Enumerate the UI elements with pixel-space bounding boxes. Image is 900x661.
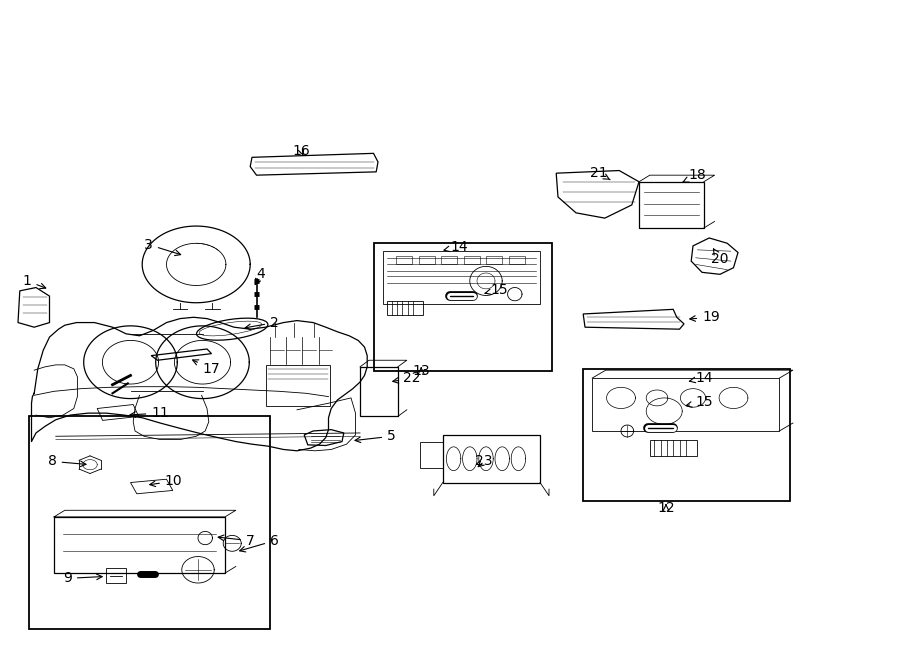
Bar <box>382 251 540 304</box>
Bar <box>266 365 330 406</box>
Bar <box>650 440 697 456</box>
Bar <box>443 435 540 483</box>
Text: 13: 13 <box>412 364 430 379</box>
Bar <box>374 243 552 371</box>
Bar <box>396 256 412 264</box>
Text: 9: 9 <box>63 571 103 586</box>
Text: 16: 16 <box>292 143 310 158</box>
Bar <box>420 442 443 468</box>
Text: 12: 12 <box>657 500 675 515</box>
Text: 19: 19 <box>689 310 720 325</box>
Text: 8: 8 <box>48 454 86 469</box>
Bar <box>592 378 779 431</box>
Text: 10: 10 <box>149 474 183 488</box>
Text: 7: 7 <box>218 533 255 548</box>
Bar <box>29 416 270 629</box>
Bar <box>508 256 525 264</box>
Bar <box>583 369 790 501</box>
Text: 14: 14 <box>444 239 468 254</box>
Bar <box>54 517 225 573</box>
Bar <box>441 256 457 264</box>
Text: 21: 21 <box>590 166 610 180</box>
Text: 11: 11 <box>130 406 169 420</box>
Text: 6: 6 <box>239 533 279 552</box>
Bar <box>639 182 704 228</box>
Text: 15: 15 <box>686 395 713 409</box>
Bar <box>360 367 398 416</box>
Bar <box>418 256 435 264</box>
Text: 2: 2 <box>245 315 279 330</box>
Text: 3: 3 <box>144 237 181 256</box>
Text: 23: 23 <box>475 454 493 469</box>
Bar <box>106 568 126 583</box>
Text: 1: 1 <box>22 274 46 289</box>
Text: 20: 20 <box>711 249 729 266</box>
Text: 22: 22 <box>392 371 421 385</box>
Text: 14: 14 <box>689 371 713 385</box>
Text: 18: 18 <box>683 168 706 182</box>
Bar <box>486 256 502 264</box>
Text: 15: 15 <box>485 282 508 297</box>
Text: 17: 17 <box>193 360 220 376</box>
Text: 5: 5 <box>355 429 396 444</box>
Bar <box>464 256 480 264</box>
Bar <box>387 301 423 315</box>
Text: 4: 4 <box>256 267 266 285</box>
